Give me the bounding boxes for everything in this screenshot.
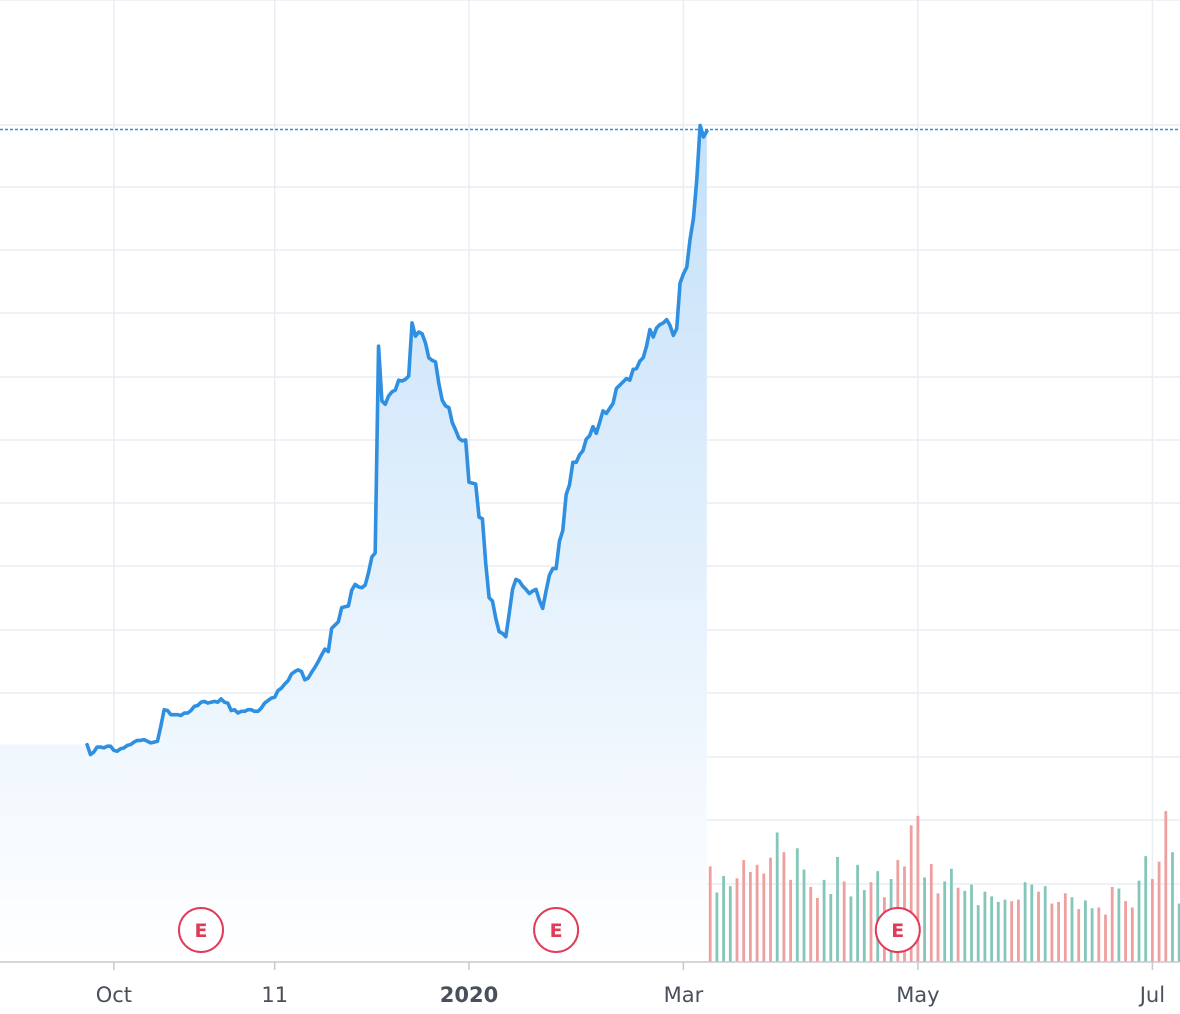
price-area <box>0 123 709 962</box>
volume-bar <box>728 886 732 962</box>
volume-bar <box>976 905 980 962</box>
price-area-fill <box>0 125 707 962</box>
volume-bar <box>755 864 759 962</box>
earnings-marker[interactable]: E <box>874 907 921 953</box>
volume-bar <box>769 857 772 962</box>
volume-bar <box>842 881 846 962</box>
volume-bar <box>929 864 933 962</box>
volume-bar <box>970 884 973 962</box>
volume-bar <box>1023 882 1027 962</box>
volume-bar <box>775 832 779 962</box>
volume-bar <box>1063 893 1067 962</box>
volume-bar <box>735 878 739 962</box>
volume-bar <box>1090 908 1094 962</box>
volume-bar <box>936 893 940 962</box>
volume-bar <box>1144 856 1148 962</box>
volume-bar <box>909 825 913 962</box>
volume-bar <box>1084 900 1087 962</box>
volume-bar <box>782 852 786 962</box>
volume-bar <box>869 882 873 962</box>
volume-bar <box>856 864 859 962</box>
volume-bar <box>742 860 746 962</box>
volume-bar <box>1104 914 1107 962</box>
volume-bar <box>996 901 1000 962</box>
volume-bar <box>789 879 792 962</box>
volume-bar <box>708 866 712 962</box>
earnings-marker-label: E <box>195 920 208 942</box>
volume-bar <box>715 892 719 962</box>
volume-bar <box>1003 899 1007 962</box>
volume-bar <box>1070 897 1074 962</box>
x-tick-label: 2020 <box>440 983 498 1007</box>
volume-bar <box>1097 907 1101 962</box>
volume-bar <box>722 875 725 962</box>
volume-bar <box>1017 899 1020 962</box>
volume-bar <box>1164 811 1168 962</box>
volume-bar <box>1043 886 1047 962</box>
x-tick-label: May <box>896 983 939 1007</box>
volume-bar <box>963 890 967 962</box>
earnings-marker-circle[interactable] <box>178 907 224 953</box>
volume-bar <box>862 890 866 962</box>
volume-bar <box>836 856 839 962</box>
volume-bar <box>1110 886 1114 962</box>
x-tick-label: Oct <box>96 983 132 1007</box>
volume-bar <box>1137 880 1141 962</box>
volume-bar <box>1151 879 1154 962</box>
volume-bar <box>916 815 920 962</box>
earnings-markers[interactable]: EEEE <box>178 907 1180 953</box>
volume-bar <box>749 871 752 962</box>
volume-bar <box>876 871 880 962</box>
volume-bar <box>1124 901 1127 962</box>
x-tick-label: Jul <box>1138 983 1165 1007</box>
volume-bar <box>795 848 799 962</box>
earnings-marker-circle[interactable] <box>533 907 580 953</box>
x-tick-label: Mar <box>664 983 704 1007</box>
volume-bar <box>1171 852 1174 962</box>
x-tick-label: 11 <box>261 983 288 1007</box>
volume-bar <box>816 898 819 962</box>
volume-bar <box>762 873 766 962</box>
earnings-marker[interactable]: E <box>178 907 224 953</box>
volume-bar <box>1057 901 1060 962</box>
earnings-marker[interactable]: E <box>533 907 580 953</box>
volume-bar <box>802 869 806 962</box>
x-axis: Oct 11 2020 Mar May Jul <box>0 961 1180 1007</box>
earnings-marker-label: E <box>550 920 563 942</box>
volume-bar <box>822 879 826 962</box>
volume-bar <box>1077 909 1081 962</box>
volume-bar <box>1157 861 1161 962</box>
volume-bar <box>943 881 947 962</box>
volume-bar <box>1037 891 1040 962</box>
volume-bar <box>1177 903 1180 962</box>
volume-bar <box>923 877 926 962</box>
volume-bar <box>1117 888 1121 962</box>
volume-bar <box>956 887 960 962</box>
volume-bar <box>1050 903 1054 962</box>
volume-bar <box>849 896 853 962</box>
volume-bar <box>983 891 987 962</box>
volume-bar <box>990 896 993 962</box>
volume-bar <box>1030 884 1034 962</box>
volume-bar <box>950 868 953 962</box>
earnings-marker-circle[interactable] <box>874 907 921 953</box>
volume-bar <box>809 886 813 962</box>
earnings-marker-label: E <box>891 920 904 942</box>
price-line <box>85 123 709 757</box>
volume-bar <box>829 894 833 962</box>
volume-bar <box>1130 907 1134 962</box>
volume-bar <box>1010 901 1014 962</box>
